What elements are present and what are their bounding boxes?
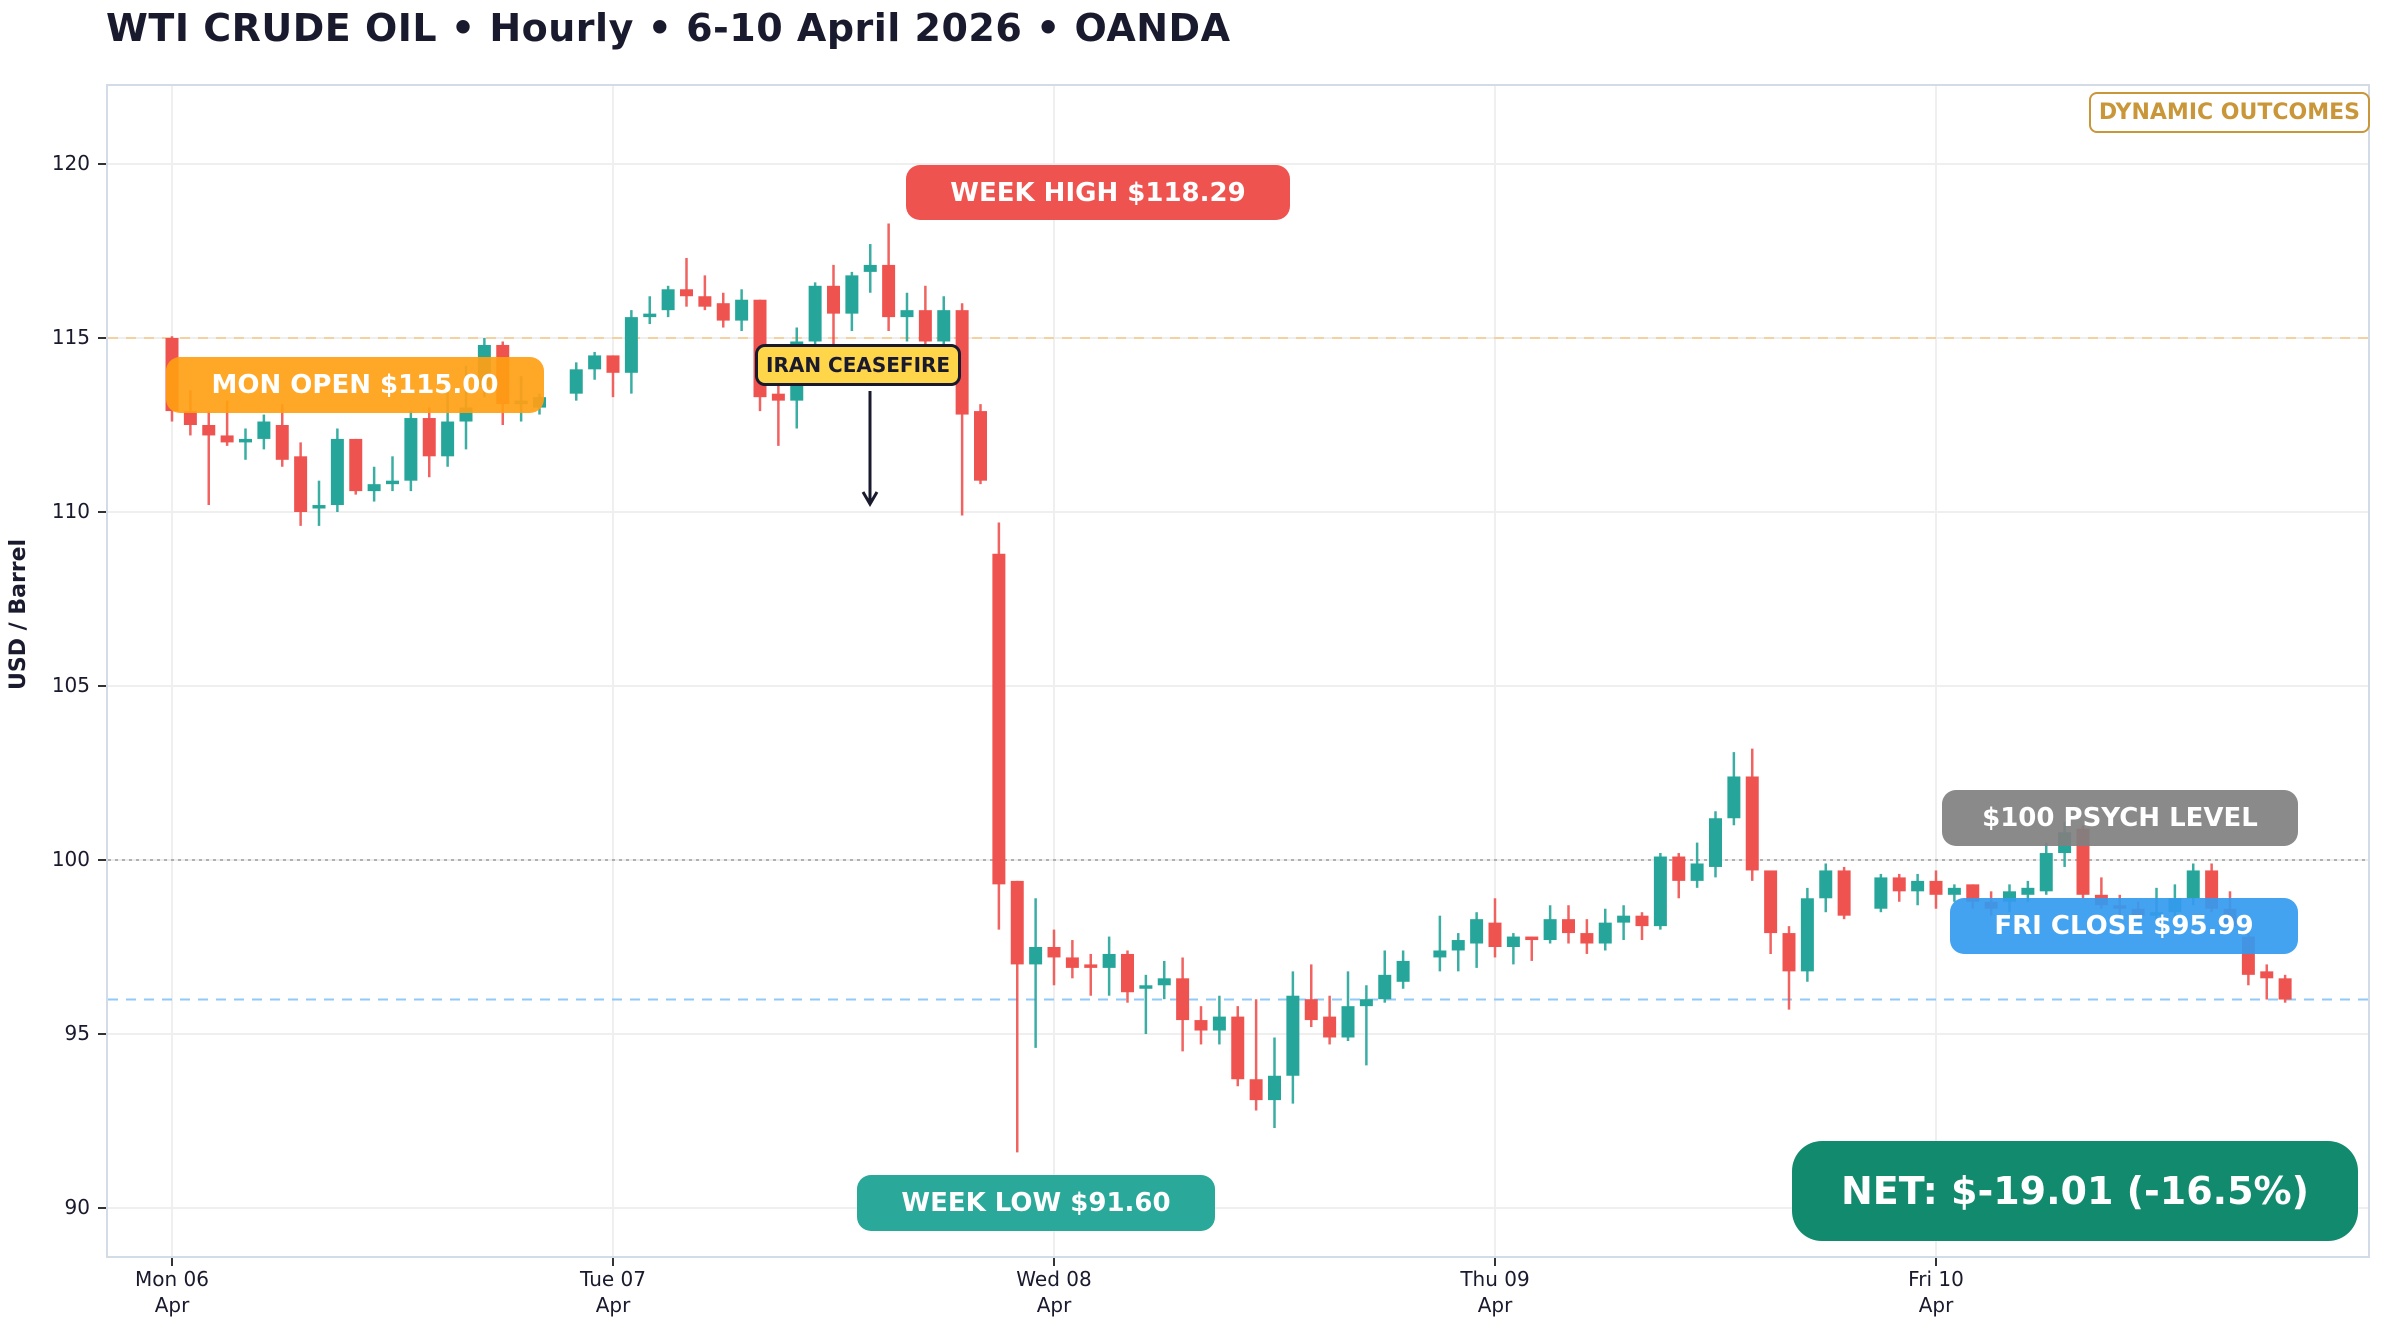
x-tick-label: Thu 09 Apr <box>1460 1267 1530 1317</box>
mon-open-badge: MON OPEN $115.00 <box>166 357 544 413</box>
chart-title: WTI CRUDE OIL • Hourly • 6-10 April 2026… <box>106 6 1231 50</box>
y-tick-label: 110 <box>51 499 90 523</box>
week-high-badge: WEEK HIGH $118.29 <box>906 165 1290 220</box>
y-tick-label: 120 <box>51 151 90 175</box>
x-tick-label: Wed 08 Apr <box>1016 1267 1092 1317</box>
plot-area <box>106 84 2370 1258</box>
y-tick-label: 95 <box>64 1021 90 1045</box>
iran-ceasefire-annotation: IRAN CEASEFIRE <box>755 344 962 386</box>
psych-level-badge: $100 PSYCH LEVEL <box>1942 790 2298 846</box>
y-tick-label: 90 <box>64 1195 90 1219</box>
y-tick-label: 100 <box>51 847 90 871</box>
x-tick-label: Tue 07 Apr <box>580 1267 646 1317</box>
y-tick-label: 105 <box>51 673 90 697</box>
brand-badge: DYNAMIC OUTCOMES <box>2088 92 2370 133</box>
y-tick-label: 115 <box>51 325 90 349</box>
fri-close-badge: FRI CLOSE $95.99 <box>1950 898 2298 954</box>
x-tick-label: Mon 06 Apr <box>135 1267 209 1317</box>
x-tick-label: Fri 10 Apr <box>1908 1267 1964 1317</box>
week-low-badge: WEEK LOW $91.60 <box>857 1175 1215 1231</box>
net-change-badge: NET: $-19.01 (-16.5%) <box>1792 1141 2358 1241</box>
